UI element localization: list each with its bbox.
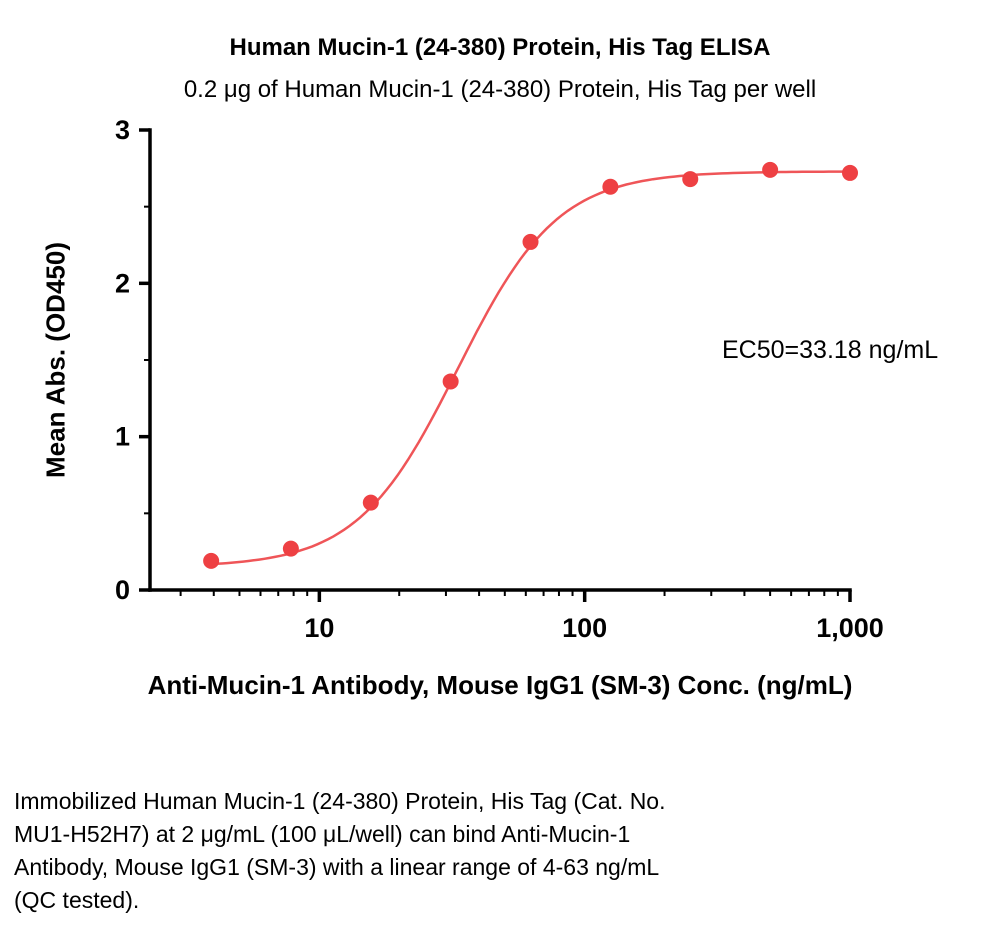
y-tick-label: 2 <box>115 268 130 298</box>
x-axis-label: Anti-Mucin-1 Antibody, Mouse IgG1 (SM-3)… <box>147 670 853 700</box>
chart-subtitle: 0.2 μg of Human Mucin-1 (24-380) Protein… <box>183 76 817 103</box>
chart-title: Human Mucin-1 (24-380) Protein, His Tag … <box>229 34 771 61</box>
x-tick-label: 100 <box>562 613 607 643</box>
y-tick-label: 1 <box>115 422 130 452</box>
x-tick-label: 10 <box>304 613 334 643</box>
elisa-curve-chart: 0 1 2 3 10 100 1,000 <box>115 115 884 643</box>
data-point <box>442 373 459 390</box>
data-point <box>842 164 858 181</box>
caption-line: Immobilized Human Mucin-1 (24-380) Prote… <box>14 788 666 814</box>
data-point <box>282 540 299 557</box>
data-point <box>602 178 619 195</box>
data-point <box>522 233 539 250</box>
figure-caption: Immobilized Human Mucin-1 (24-380) Prote… <box>14 785 666 917</box>
x-tick-label: 1,000 <box>816 613 884 643</box>
fit-curve <box>211 170 850 566</box>
data-point <box>203 552 220 569</box>
data-point <box>362 494 379 511</box>
y-tick-label: 0 <box>115 575 130 605</box>
data-point <box>762 161 779 178</box>
caption-line: Antibody, Mouse IgG1 (SM-3) with a linea… <box>14 854 660 880</box>
caption-line: (QC tested). <box>14 887 140 913</box>
caption-line: MU1-H52H7) at 2 μg/mL (100 μL/well) can … <box>14 821 631 847</box>
y-tick-label: 3 <box>115 115 130 145</box>
data-point <box>682 171 699 188</box>
ec50-annotation: EC50=33.18 ng/mL <box>722 336 939 364</box>
